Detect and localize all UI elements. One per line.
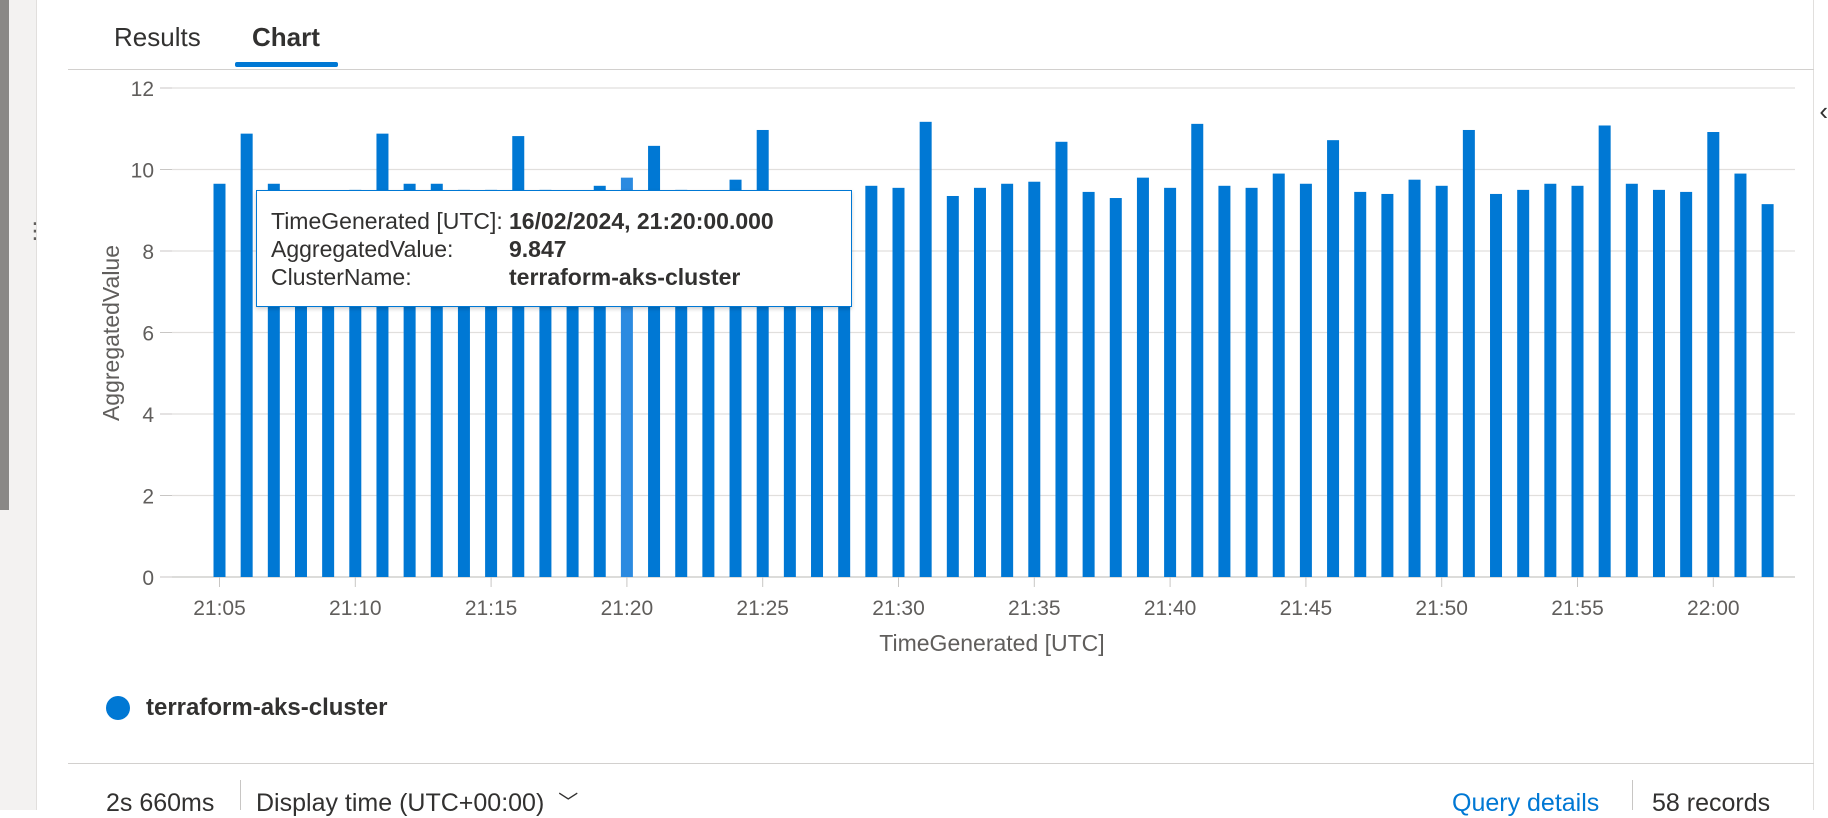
x-tick-label: 21:20 <box>601 597 654 620</box>
left-scrollbar[interactable] <box>0 0 9 510</box>
record-count: 58 records <box>1652 789 1771 817</box>
chevron-down-icon: ﹀ <box>558 792 579 814</box>
chart-bar[interactable] <box>1218 185 1231 578</box>
chart-bar[interactable] <box>1381 193 1394 577</box>
x-tick-label: 21:35 <box>1008 597 1061 620</box>
chart-bar[interactable] <box>1707 132 1720 577</box>
chart-bar[interactable] <box>1544 183 1557 577</box>
x-tick-label: 22:00 <box>1687 597 1740 620</box>
x-tick-label: 21:10 <box>329 597 382 620</box>
right-panel-edge <box>1813 0 1828 810</box>
chart-bar[interactable] <box>1028 181 1041 577</box>
x-tick-label: 21:50 <box>1415 597 1468 620</box>
chart-bar[interactable] <box>1435 185 1448 578</box>
legend-series-marker <box>106 696 130 720</box>
status-separator <box>1632 780 1633 810</box>
chart-bar[interactable] <box>1734 173 1747 577</box>
y-tick-label: 10 <box>131 160 154 183</box>
chart-bar[interactable] <box>973 187 986 577</box>
chart-bar[interactable] <box>1761 204 1774 577</box>
chart-bar[interactable] <box>1082 191 1095 577</box>
x-tick-label: 21:15 <box>465 597 518 620</box>
chart-bar[interactable] <box>1408 179 1421 577</box>
chart-bar[interactable] <box>1191 123 1204 578</box>
chart-bar[interactable] <box>892 187 905 577</box>
chart-bar[interactable] <box>1299 183 1312 577</box>
collapse-panel-chevron-icon[interactable]: ‹ <box>1819 96 1828 126</box>
tooltip-value: 9.847 <box>509 236 567 262</box>
y-tick-label: 6 <box>142 323 154 346</box>
tooltip-row-time: TimeGenerated [UTC]: 16/02/2024, 21:20:0… <box>271 207 774 235</box>
status-divider <box>68 763 1814 764</box>
chart-tooltip: TimeGenerated [UTC]: 16/02/2024, 21:20:0… <box>256 190 852 307</box>
chart-bar[interactable] <box>1625 183 1638 577</box>
x-tick-label: 21:30 <box>872 597 925 620</box>
tab-results[interactable]: Results <box>114 22 201 52</box>
x-tick-label: 21:25 <box>736 597 789 620</box>
tooltip-value: 16/02/2024, 21:20:00.000 <box>509 208 774 234</box>
chart-bar[interactable] <box>213 183 226 577</box>
tooltip-key: ClusterName: <box>271 264 412 290</box>
y-tick-label: 8 <box>142 241 154 264</box>
y-tick-label: 12 <box>131 78 154 101</box>
chart-bar[interactable] <box>865 185 878 578</box>
chart-bar[interactable] <box>919 121 932 577</box>
chart-bar[interactable] <box>1462 129 1475 577</box>
x-tick-label: 21:05 <box>193 597 246 620</box>
x-tick-label: 21:55 <box>1551 597 1604 620</box>
status-bar: 2s 660ms Display time (UTC+00:00) ﹀ Query… <box>68 764 1814 817</box>
chart-bar[interactable] <box>1354 191 1367 577</box>
chart-bar[interactable] <box>783 253 796 577</box>
chart-bar[interactable] <box>1055 141 1068 578</box>
chart-bar[interactable] <box>1001 183 1014 577</box>
query-details-link[interactable]: Query details <box>1452 789 1600 817</box>
x-axis-ticks: 21:05 21:10 21:15 21:20 21:25 21:30 21:35 21:40… <box>193 577 1740 620</box>
chart-bar[interactable] <box>1136 177 1149 577</box>
display-time-label: Display time (UTC+00:00) <box>256 789 545 817</box>
query-duration: 2s 660ms <box>106 789 215 817</box>
bar-chart: 0 2 4 6 8 10 12 21:05 21:10 21:15 21:20 21:25 21:30… <box>98 78 1795 656</box>
tabs-divider <box>68 69 1814 70</box>
tooltip-value: terraform-aks-cluster <box>509 264 741 290</box>
status-separator <box>240 780 241 810</box>
tab-chart[interactable]: Chart <box>252 22 320 52</box>
y-tick-label: 4 <box>142 404 154 427</box>
chart-bar[interactable] <box>1164 187 1177 577</box>
chart-bar[interactable] <box>1680 191 1693 577</box>
tooltip-key: TimeGenerated [UTC]: <box>271 208 503 234</box>
chart-bar[interactable] <box>1245 187 1258 577</box>
y-axis-label: AggregatedValue <box>98 245 124 421</box>
chart-bar[interactable] <box>1109 198 1122 577</box>
y-axis-ticks: 0 2 4 6 8 10 12 <box>131 78 172 590</box>
chart-bar[interactable] <box>946 195 959 578</box>
y-tick-label: 0 <box>142 567 154 590</box>
active-tab-indicator <box>235 62 338 67</box>
chart-bar[interactable] <box>1327 140 1340 577</box>
x-axis-label: TimeGenerated [UTC] <box>879 630 1104 656</box>
tooltip-key: AggregatedValue: <box>271 236 454 262</box>
legend-series-label[interactable]: terraform-aks-cluster <box>146 694 388 721</box>
chart-bar[interactable] <box>1571 185 1584 578</box>
y-tick-label: 2 <box>142 486 154 509</box>
x-tick-label: 21:40 <box>1144 597 1197 620</box>
tooltip-row-cluster: ClusterName: terraform-aks-cluster <box>271 263 740 291</box>
chart-bar[interactable] <box>1517 189 1530 577</box>
tooltip-row-value: AggregatedValue: 9.847 <box>271 235 567 263</box>
chart-bar[interactable] <box>1598 125 1611 578</box>
display-time-dropdown[interactable]: Display time (UTC+00:00) ﹀ <box>256 788 578 818</box>
chart-bar[interactable] <box>1652 189 1665 577</box>
chart-bar[interactable] <box>240 133 253 577</box>
chart-bar[interactable] <box>1490 193 1503 577</box>
x-tick-label: 21:45 <box>1280 597 1333 620</box>
chart-bar[interactable] <box>1272 173 1285 577</box>
